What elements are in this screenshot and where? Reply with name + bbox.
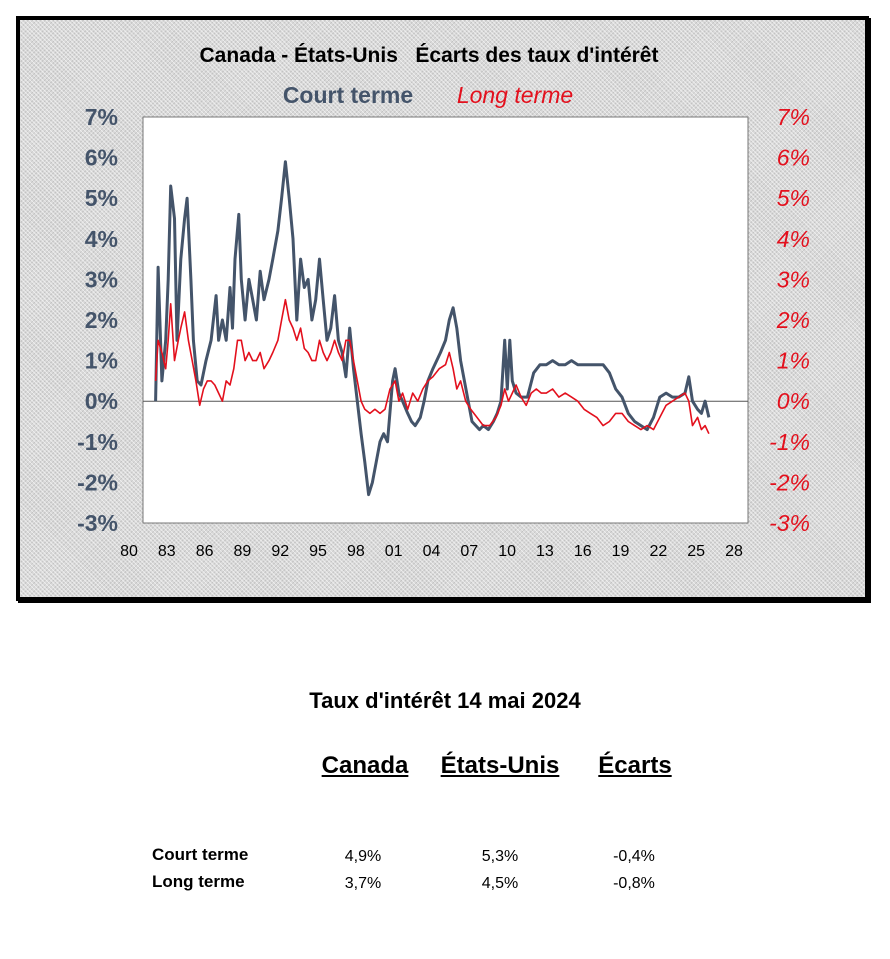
column-header-ecarts: Écarts (598, 752, 672, 779)
column-header-canada: Canada (321, 752, 409, 779)
y-tick-label-left: -1% (77, 429, 118, 455)
x-tick-label: 98 (347, 543, 365, 560)
y-tick-label-right: 0% (777, 388, 810, 414)
row-label-court-terme: Court terme (152, 845, 249, 864)
table-title: Taux d'intérêt 14 mai 2024 (309, 688, 581, 713)
y-tick-label-right: 6% (777, 145, 810, 171)
cell-long-canada: 3,7% (344, 875, 382, 892)
series-line-court-terme (154, 160, 711, 497)
cell-court-etats-unis: 5,3% (481, 848, 519, 865)
y-tick-label-left: -2% (77, 469, 118, 495)
x-tick-label: 89 (234, 543, 252, 560)
cell-long-etats-unis: 4,5% (481, 875, 519, 892)
x-tick-label: 86 (196, 543, 214, 560)
x-tick-label: 10 (498, 543, 516, 560)
x-tick-label: 07 (460, 543, 478, 560)
row-label-long-terme: Long terme (152, 872, 245, 891)
chart-marks: 80 83 86 89 92 95 98 01 04 07 10 13 16 19 22 25 28 7% 6% 5%… (77, 104, 810, 560)
y-tick-label-left: 7% (85, 104, 118, 130)
column-header-etats-unis: États-Unis (440, 752, 560, 779)
cell-court-canada: 4,9% (344, 848, 382, 865)
x-tick-label: 95 (309, 543, 327, 560)
x-tick-label: 25 (687, 543, 705, 560)
legend-long-terme: Long terme (457, 82, 573, 108)
x-tick-label: 16 (574, 543, 592, 560)
y-tick-label-right: -2% (769, 469, 810, 495)
y-tick-label-left: 2% (85, 307, 118, 333)
cell-court-ecarts: -0,4% (613, 848, 655, 865)
y-tick-label-left: -3% (77, 510, 118, 536)
chart-svg: Canada - États-Unis Écarts des taux d'in… (77, 44, 810, 560)
y-tick-label-right: -1% (769, 429, 810, 455)
x-tick-label: 28 (725, 543, 743, 560)
y-tick-label-right: 4% (777, 226, 810, 252)
x-tick-label: 80 (120, 543, 138, 560)
x-tick-label: 04 (423, 543, 441, 560)
y-tick-label-right: 5% (777, 185, 810, 211)
x-tick-label: 13 (536, 543, 554, 560)
y-tick-label-right: 1% (777, 348, 810, 374)
x-tick-label: 01 (385, 543, 403, 560)
y-tick-label-right: 3% (777, 266, 810, 292)
x-tick-label: 92 (271, 543, 289, 560)
series-line-long-terme (154, 298, 710, 435)
y-tick-label-right: 2% (776, 307, 810, 333)
legend-court-terme: Court terme (283, 82, 413, 108)
cell-long-ecarts: -0,8% (613, 875, 655, 892)
y-tick-label-right: -3% (769, 510, 810, 536)
y-tick-label-left: 5% (85, 185, 118, 211)
x-tick-label: 83 (158, 543, 176, 560)
y-tick-label-left: 4% (85, 226, 118, 252)
y-tick-label-left: 3% (85, 266, 118, 292)
y-tick-label-right: 7% (777, 104, 810, 130)
x-tick-label: 22 (649, 543, 667, 560)
y-tick-label-left: 6% (85, 145, 118, 171)
x-tick-label: 19 (612, 543, 630, 560)
chart-title: Canada - États-Unis Écarts des taux d'in… (200, 44, 659, 67)
y-tick-label-left: 0% (85, 388, 118, 414)
y-tick-label-left: 1% (85, 348, 118, 374)
